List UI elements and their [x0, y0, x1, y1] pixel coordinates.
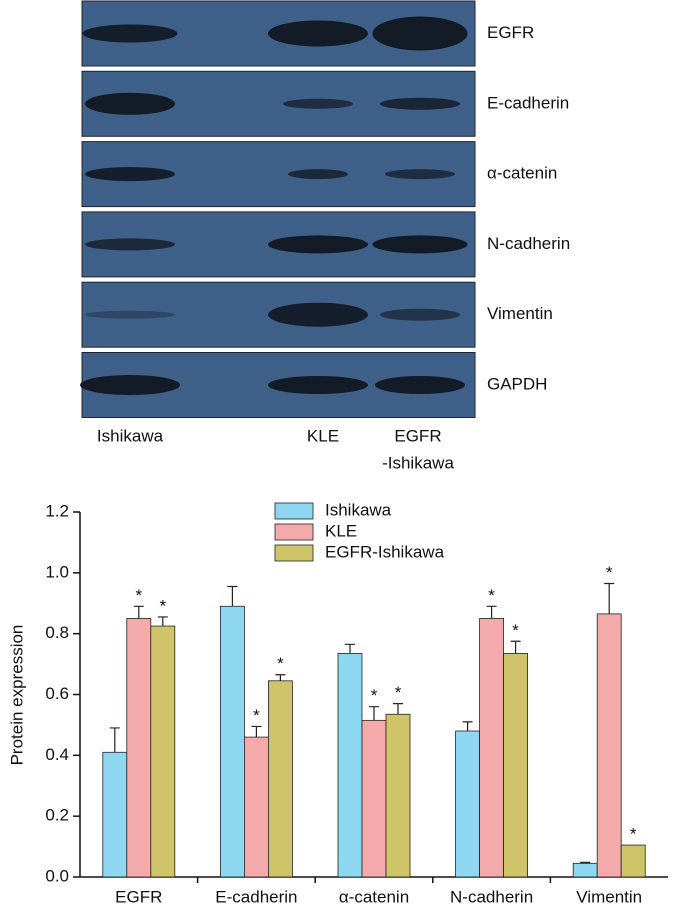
band-label: EGFR — [487, 23, 534, 42]
bar — [503, 653, 529, 878]
significance-mark: * — [253, 706, 260, 725]
blot-band — [372, 235, 468, 254]
blot-band — [268, 235, 368, 254]
error-bar — [251, 725, 262, 738]
blot-band — [268, 302, 368, 327]
blot-band — [385, 169, 455, 180]
blot-band — [375, 376, 465, 394]
significance-mark: * — [606, 563, 613, 582]
error-bar — [604, 582, 615, 614]
error-bar — [369, 706, 379, 721]
bar — [102, 751, 128, 878]
y-tick-label: 1.0 — [45, 562, 69, 581]
error-bar — [157, 616, 168, 627]
significance-mark: * — [630, 825, 637, 844]
error-bar — [275, 674, 286, 681]
y-tick-label: 1.2 — [45, 501, 69, 520]
bar — [267, 680, 293, 878]
y-axis-label: Protein expression — [7, 625, 26, 766]
y-tick-label: 0.0 — [45, 866, 69, 885]
blot-band — [85, 167, 175, 182]
x-tick-label: N-cadherin — [450, 887, 533, 906]
lane-label: KLE — [307, 426, 339, 445]
significance-mark: * — [135, 586, 142, 605]
band-label: α-catenin — [487, 164, 557, 183]
significance-mark: * — [512, 621, 519, 640]
band-label: GAPDH — [487, 374, 547, 393]
error-bar — [133, 605, 144, 619]
blot-band — [82, 24, 178, 43]
band-label: N-cadherin — [487, 234, 570, 253]
legend-swatch — [274, 502, 314, 520]
y-tick-label: 0.4 — [45, 745, 69, 764]
bar — [219, 605, 245, 878]
bar — [243, 736, 269, 878]
bar — [596, 613, 622, 878]
bar — [361, 719, 387, 878]
error-bar — [227, 585, 238, 607]
x-tick-label: α-catenin — [339, 887, 409, 906]
lane-label: EGFR — [394, 426, 441, 445]
y-tick-label: 0.6 — [45, 684, 69, 703]
bar — [479, 618, 505, 878]
blot-band — [268, 20, 368, 47]
significance-mark: * — [395, 683, 402, 702]
blot-band — [268, 376, 368, 394]
legend-label: EGFR-Ishikawa — [325, 542, 445, 561]
blot-band — [283, 98, 353, 109]
legend-label: Ishikawa — [325, 500, 392, 519]
error-bar — [462, 721, 473, 731]
blot-band — [372, 16, 468, 51]
lane-label: Ishikawa — [97, 426, 164, 445]
error-bar — [393, 703, 403, 715]
bar — [126, 618, 152, 878]
blot-band — [85, 310, 175, 319]
blot-band — [80, 375, 180, 395]
x-tick-label: Vimentin — [576, 887, 642, 906]
band-label: E-cadherin — [487, 93, 569, 112]
legend-swatch — [274, 523, 314, 541]
error-bar — [345, 643, 355, 654]
significance-mark: * — [371, 686, 378, 705]
y-tick-label: 0.8 — [45, 623, 69, 642]
error-bar — [580, 861, 591, 864]
blot-band — [288, 169, 348, 180]
blot-band — [380, 308, 460, 321]
bar — [455, 730, 481, 878]
error-bar — [510, 640, 521, 654]
blot-band — [85, 238, 175, 251]
significance-mark: * — [277, 654, 284, 673]
significance-mark: * — [488, 586, 495, 605]
legend-swatch — [274, 544, 314, 562]
error-bar — [486, 605, 497, 619]
y-tick-label: 0.2 — [45, 806, 69, 825]
bar — [150, 625, 176, 878]
error-bar — [109, 727, 120, 753]
lane-label: -Ishikawa — [382, 453, 454, 472]
blot-band — [380, 97, 460, 110]
blot-band — [85, 92, 175, 115]
bar — [572, 862, 598, 878]
bar — [620, 844, 646, 878]
x-tick-label: E-cadherin — [215, 887, 297, 906]
significance-mark: * — [159, 596, 166, 615]
bar — [385, 713, 411, 878]
bar — [337, 653, 363, 878]
x-tick-label: EGFR — [115, 887, 162, 906]
legend-label: KLE — [325, 521, 357, 540]
band-label: Vimentin — [487, 304, 553, 323]
